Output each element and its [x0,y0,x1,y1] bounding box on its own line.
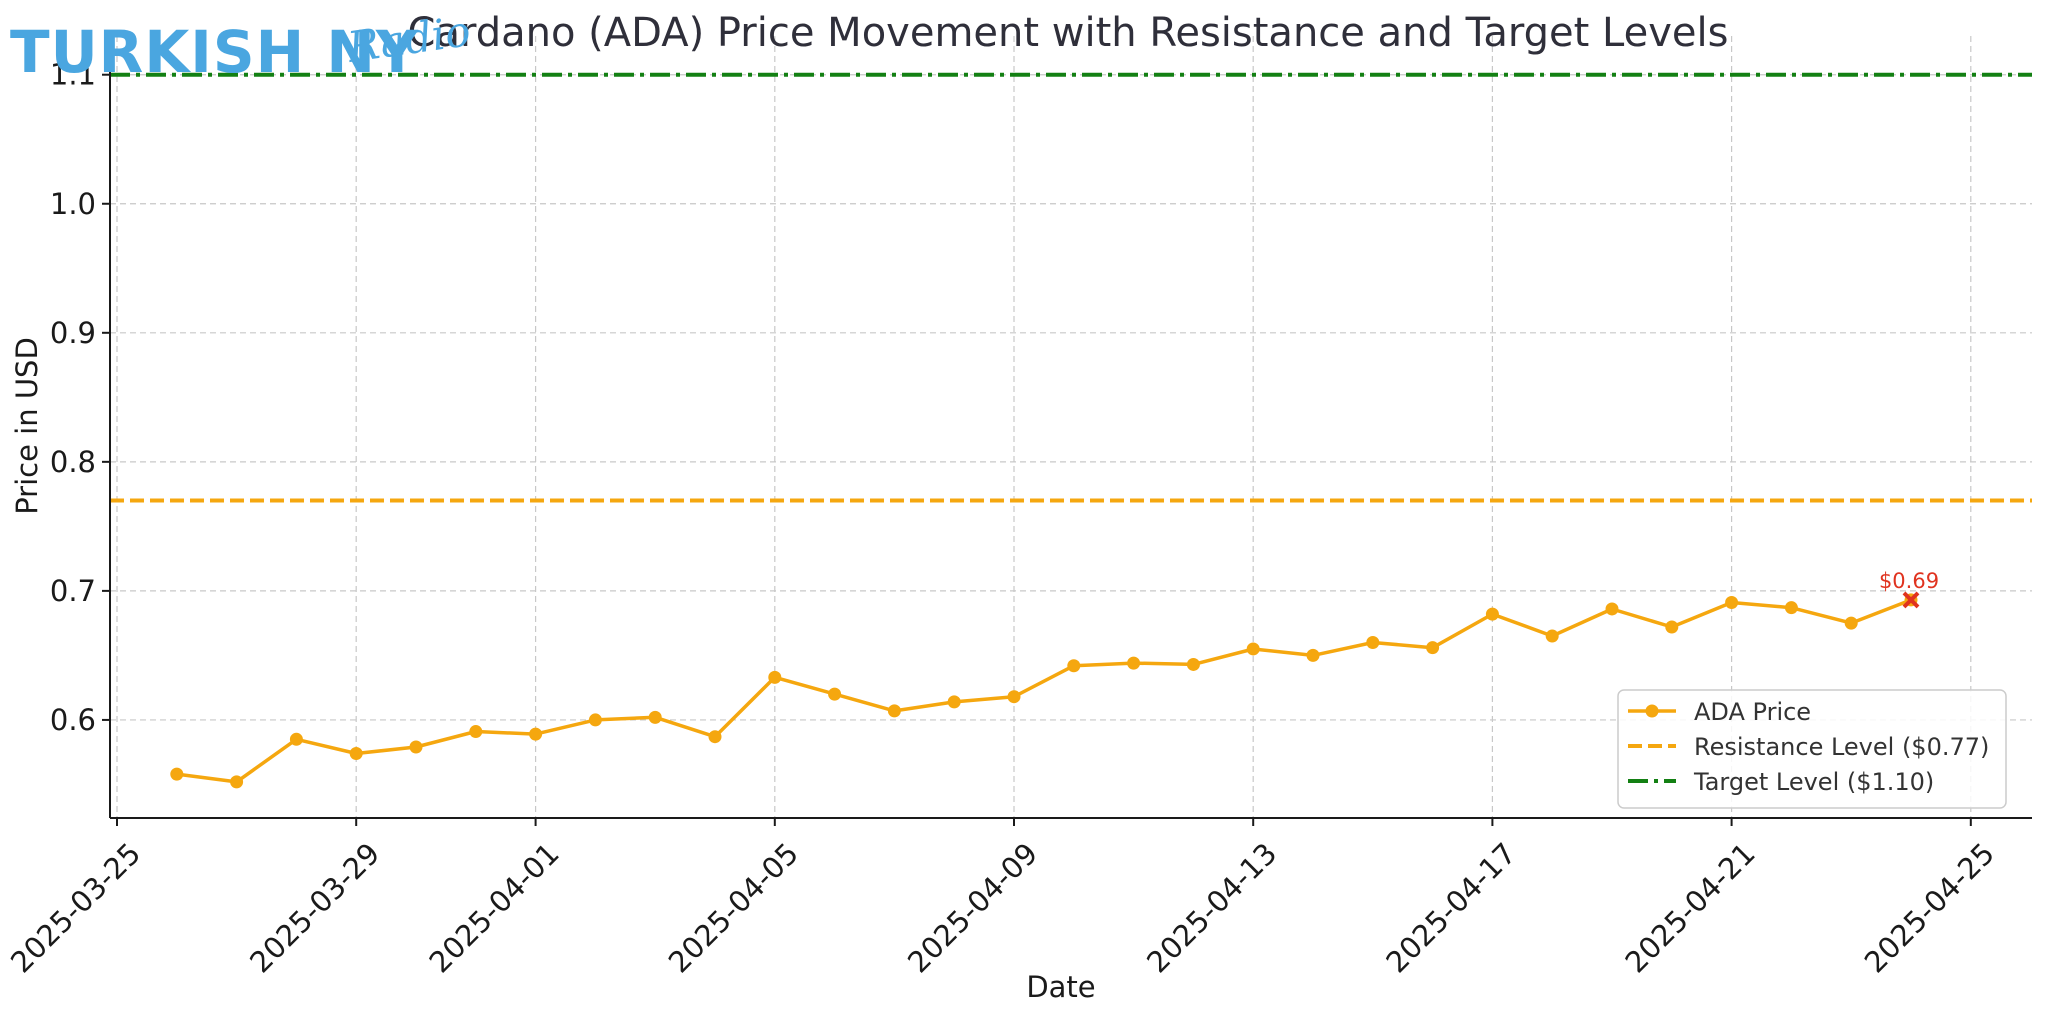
x-tick-label: 2025-03-25 [4,836,147,979]
ada-price-point [1246,642,1260,656]
ada-price-point [887,704,901,718]
x-tick-label: 2025-04-09 [901,836,1044,979]
chart-title: Cardano (ADA) Price Movement with Resist… [408,10,1729,56]
y-axis-label: Price in USD [10,337,44,515]
x-tick-label: 2025-04-21 [1619,836,1762,979]
y-tick-label: 0.7 [50,574,96,608]
y-axis-ticks: 0.6 0.7 0.8 0.9 1.0 1.1 [50,58,110,737]
ada-price-point [1306,648,1320,662]
ada-price-point [1007,690,1021,704]
x-axis-ticks: 2025-03-25 2025-03-29 2025-04-01 2025-04-05… [4,818,2001,979]
ada-price-point [1844,616,1858,630]
ada-price-point [1545,629,1559,643]
ada-price-point [469,725,483,739]
price-series [170,593,1918,789]
y-tick-label: 1.1 [50,58,96,92]
ada-price-point [1067,659,1081,673]
ada-price-point [588,713,602,727]
latest-price-marker [1902,591,1920,609]
ada-price-point [1366,636,1380,650]
legend-box [1617,689,2007,809]
ada-price-point [708,730,722,744]
x-tick-label: 2025-04-01 [423,836,566,979]
legend-label-ada: ADA Price [1694,698,1811,726]
ada-price-point [349,746,363,760]
latest-price-label: $0.69 [1879,569,1939,593]
logo-watermark: TURKISH NY Radio [10,6,473,86]
ada-price-point [1725,595,1739,609]
ada-price-point [1485,607,1499,621]
legend-label-target: Target Level ($1.10) [1693,768,1934,796]
logo-text: TURKISH NY [10,18,419,86]
ada-price-point [1127,656,1141,670]
grid [110,36,2032,818]
x-tick-label: 2025-04-25 [1858,836,2001,979]
x-axis-label: Date [1026,970,1095,1004]
y-tick-label: 0.8 [50,445,96,479]
ada-price-point [828,687,842,701]
annotations: $0.69 [1879,569,1939,609]
ada-price-point [1605,602,1619,616]
x-tick-label: 2025-04-13 [1140,836,1283,979]
ada-price-point [1665,620,1679,634]
ada-price-point [289,732,303,746]
ada-price-point [409,740,423,754]
ada-price-point [170,767,184,781]
legend: ADA Price Resistance Level ($0.77) Targe… [1617,689,2007,809]
ada-price-point [648,710,662,724]
ada-price-point [1426,641,1440,655]
ada-price-point [1186,657,1200,671]
x-tick-label: 2025-04-17 [1379,836,1522,979]
ada-price-point [1784,601,1798,615]
ada-price-point [230,775,244,789]
x-tick-label: 2025-03-29 [243,836,386,979]
reference-lines [110,72,2032,503]
y-tick-label: 1.0 [50,187,96,221]
logo-script-text: Radio [344,6,474,72]
y-tick-label: 0.9 [50,316,96,350]
x-tick-label: 2025-04-05 [662,836,805,979]
marker-stroke [1902,591,1920,609]
ada-price-point [529,727,543,741]
ada-price-point [947,695,961,709]
ada-price-point [768,670,782,684]
y-tick-label: 0.6 [50,703,96,737]
legend-label-resistance: Resistance Level ($0.77) [1694,733,1989,761]
legend-marker-ada [1645,704,1659,718]
ada-price-line [176,598,1912,784]
